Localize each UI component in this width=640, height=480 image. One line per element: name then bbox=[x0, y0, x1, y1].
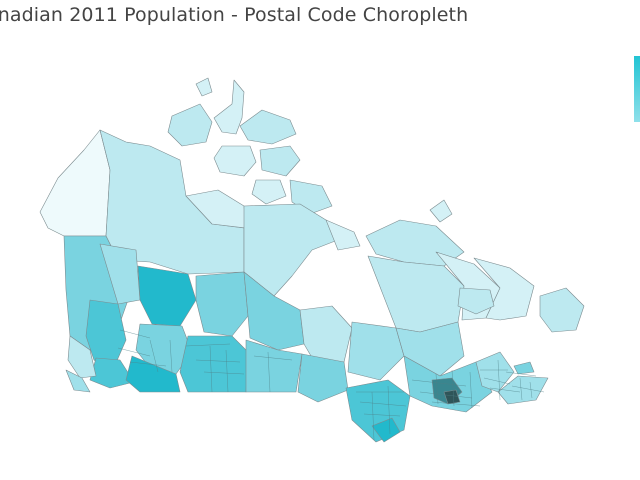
region-arctic-island-4[interactable] bbox=[239, 109, 297, 145]
region-bc-south[interactable] bbox=[89, 357, 135, 389]
region-arctic-island-2[interactable] bbox=[213, 79, 245, 135]
region-quebec-city[interactable] bbox=[443, 389, 461, 405]
region-saskatchewan-south[interactable] bbox=[179, 335, 249, 393]
map-title: anadian 2011 Population - Postal Code Ch… bbox=[0, 4, 469, 26]
region-manitoba-north[interactable] bbox=[243, 271, 305, 351]
postal-code-boundaries bbox=[117, 329, 545, 441]
region-arctic-island-1[interactable] bbox=[167, 103, 213, 147]
region-ontario-northeast[interactable] bbox=[347, 321, 405, 381]
region-arctic-island-6[interactable] bbox=[259, 145, 301, 177]
region-ontario-northwest[interactable] bbox=[297, 353, 349, 403]
region-arctic-island-9[interactable] bbox=[429, 199, 453, 223]
region-arctic-island-3[interactable] bbox=[195, 77, 213, 97]
region-yukon[interactable] bbox=[39, 129, 111, 237]
region-bc-coast[interactable] bbox=[67, 335, 97, 379]
region-nova-scotia[interactable] bbox=[497, 375, 549, 405]
region-labrador[interactable] bbox=[473, 257, 535, 321]
region-alberta-south[interactable] bbox=[125, 355, 181, 393]
region-manitoba-south[interactable] bbox=[245, 339, 303, 393]
region-saskatchewan-north[interactable] bbox=[195, 271, 249, 337]
region-new-brunswick[interactable] bbox=[475, 351, 515, 393]
region-arctic-island-7[interactable] bbox=[251, 179, 287, 205]
region-vancouver-island[interactable] bbox=[65, 369, 91, 393]
region-nunavut-kivalliq[interactable] bbox=[243, 203, 349, 297]
region-alberta-north[interactable] bbox=[137, 265, 197, 327]
region-toronto[interactable] bbox=[371, 417, 401, 443]
region-pei[interactable] bbox=[513, 361, 535, 375]
region-newfoundland[interactable] bbox=[539, 287, 585, 333]
region-nunavut-east[interactable] bbox=[325, 219, 361, 251]
region-nain-area[interactable] bbox=[457, 287, 495, 315]
region-arctic-island-5[interactable] bbox=[213, 145, 257, 177]
color-scale-legend bbox=[634, 56, 640, 122]
